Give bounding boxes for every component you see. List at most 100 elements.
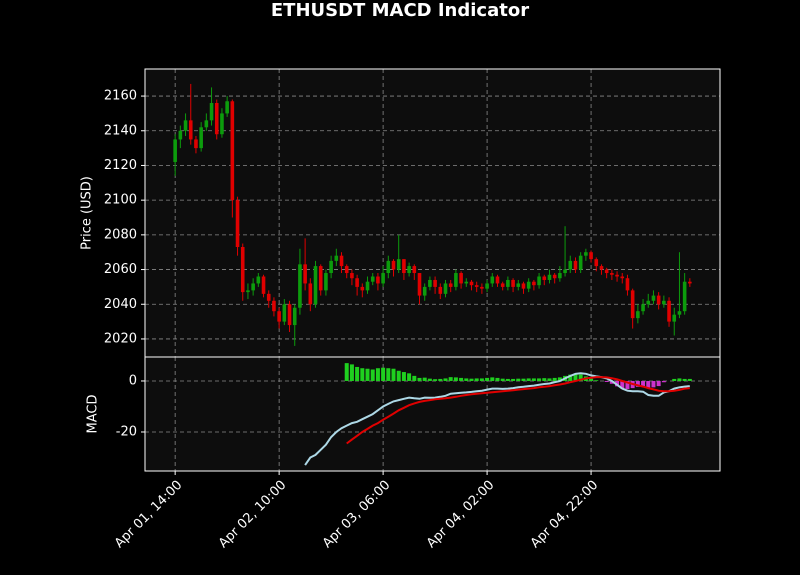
histogram-bar: [620, 380, 625, 389]
candle-body: [610, 273, 614, 275]
candle-body: [542, 276, 547, 280]
histogram-bar: [412, 375, 417, 381]
histogram-bar: [495, 377, 500, 381]
candle-body: [428, 279, 432, 287]
candle-body: [558, 273, 562, 279]
candle-body: [433, 279, 437, 287]
candle-body: [194, 139, 198, 149]
histogram-bar: [661, 380, 666, 383]
candle-body: [412, 266, 417, 274]
y-tick-label: 2140: [104, 123, 137, 138]
histogram-bar: [479, 378, 484, 381]
candle-body: [339, 255, 344, 267]
histogram-bar: [370, 369, 375, 381]
histogram-bar: [641, 380, 646, 387]
histogram-bar: [672, 378, 677, 381]
candle-body: [454, 273, 458, 287]
histogram-bar: [604, 380, 609, 382]
histogram-bar: [557, 377, 562, 381]
candle-body: [344, 266, 349, 274]
candle-body: [277, 311, 281, 322]
histogram-bar: [589, 378, 594, 381]
candle-body: [480, 286, 484, 289]
candle-body: [386, 260, 391, 274]
plot-area: [145, 69, 720, 357]
y-tick-label: 2040: [104, 297, 137, 312]
histogram-bar: [547, 378, 552, 381]
histogram-bar: [469, 378, 474, 381]
y-axis-label: MACD: [86, 395, 101, 434]
histogram-bar: [417, 377, 422, 381]
candle-body: [292, 307, 297, 326]
histogram-bar: [656, 380, 661, 387]
candle-body: [625, 278, 630, 291]
histogram-bar: [453, 377, 458, 381]
candle-body: [329, 260, 333, 274]
histogram-bar: [537, 378, 542, 381]
y-tick-label: 2080: [104, 227, 137, 242]
candle-body: [599, 266, 604, 270]
candle-body: [251, 283, 255, 291]
candle-body: [646, 300, 651, 305]
candle-body: [220, 113, 224, 135]
y-tick-label: 2100: [104, 193, 137, 208]
candle-body: [630, 290, 635, 319]
candle-body: [334, 255, 339, 261]
candle-body: [651, 295, 656, 301]
candle-body: [552, 274, 557, 279]
histogram-bar: [500, 378, 505, 381]
candle-body: [287, 304, 292, 326]
candle-body: [516, 283, 521, 287]
candle-body: [443, 283, 448, 294]
candle-body: [537, 276, 541, 286]
candle-body: [563, 269, 567, 274]
histogram-bar: [531, 378, 536, 381]
candle-body: [448, 283, 453, 287]
candle-body: [636, 311, 640, 319]
histogram-bar: [464, 378, 469, 381]
candle-body: [521, 283, 526, 289]
candle-body: [500, 283, 505, 287]
histogram-bar: [401, 372, 406, 381]
histogram-bar: [433, 379, 438, 381]
candle-body: [594, 259, 599, 267]
candle-body: [641, 304, 645, 312]
candle-body: [677, 311, 682, 315]
candle-body: [402, 259, 406, 274]
histogram-bar: [635, 380, 640, 387]
candle-body: [682, 281, 687, 312]
candle-body: [662, 300, 666, 305]
candle-body: [495, 276, 500, 284]
histogram-bar: [687, 378, 692, 381]
candle-body: [188, 120, 193, 140]
y-tick-label: 2060: [104, 262, 137, 277]
histogram-bar: [438, 378, 443, 381]
plot-area: [145, 357, 720, 471]
histogram-bar: [646, 380, 651, 388]
candle-body: [464, 281, 469, 284]
histogram-bar: [459, 377, 464, 381]
candle-body: [376, 276, 380, 284]
candle-body: [370, 276, 375, 282]
histogram-bar: [552, 377, 557, 381]
candle-body: [230, 101, 235, 201]
candle-body: [620, 276, 625, 279]
candle-body: [573, 260, 578, 270]
candle-body: [526, 281, 531, 289]
candle-body: [672, 314, 677, 322]
candle-body: [365, 281, 370, 291]
histogram-bar: [542, 378, 547, 381]
y-tick-label: 0: [129, 373, 137, 388]
histogram-bar: [516, 378, 521, 381]
histogram-bar: [625, 380, 630, 390]
candle-body: [308, 283, 313, 305]
histogram-bar: [391, 368, 396, 381]
candle-body: [589, 252, 593, 260]
y-tick-label: 2160: [104, 89, 137, 104]
histogram-bar: [521, 378, 526, 381]
candle-body: [615, 274, 619, 277]
y-tick-label: 2020: [104, 331, 137, 346]
candle-body: [355, 278, 359, 287]
candle-body: [485, 283, 489, 289]
